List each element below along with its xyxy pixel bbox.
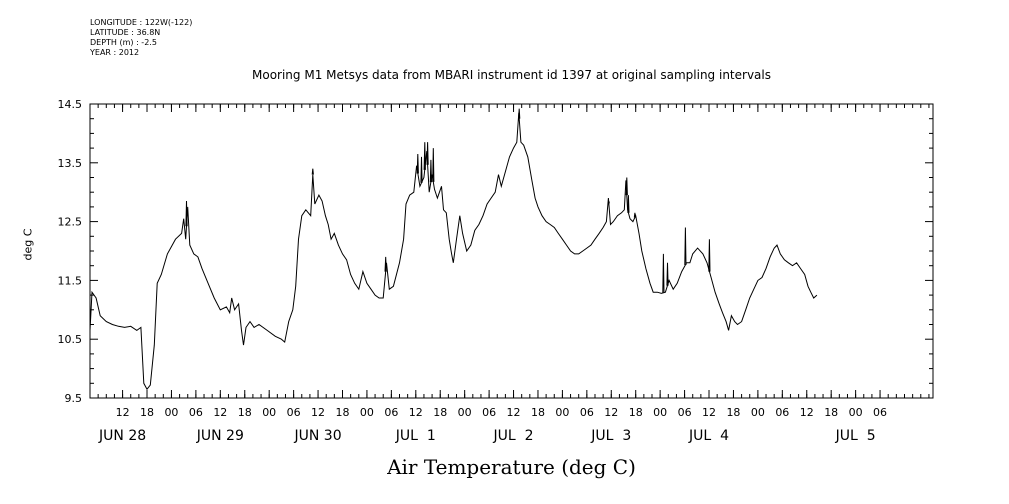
x-tick-label: 06 <box>580 406 594 419</box>
data-spike <box>666 262 669 286</box>
x-day-label: JUL 1 <box>395 428 436 444</box>
x-tick-label: 12 <box>116 406 130 419</box>
data-spike <box>416 153 419 174</box>
y-tick-label: 9.5 <box>65 392 83 405</box>
header-longitude: LONGITUDE : 122W(-122) <box>90 18 193 27</box>
x-tick-label: 00 <box>849 406 863 419</box>
x-tick-label: 06 <box>384 406 398 419</box>
x-tick-label: 06 <box>873 406 887 419</box>
header-latitude: LATITUDE : 36.8N <box>90 28 161 37</box>
data-spike <box>518 108 521 119</box>
x-tick-label: 06 <box>678 406 692 419</box>
data-spike <box>426 142 429 165</box>
data-spike <box>607 200 610 204</box>
header-depth: DEPTH (m) : -2.5 <box>90 38 157 47</box>
air-temperature-line <box>89 112 818 391</box>
x-tick-label: 12 <box>311 406 325 419</box>
x-tick-label: 06 <box>775 406 789 419</box>
x-tick-label: 06 <box>482 406 496 419</box>
y-tick-label: 11.5 <box>58 274 83 287</box>
x-tick-label: 00 <box>164 406 178 419</box>
x-tick-label: 18 <box>824 406 838 419</box>
x-day-label: JUL 5 <box>835 428 876 444</box>
data-spike <box>662 253 665 293</box>
x-tick-label: 12 <box>604 406 618 419</box>
x-tick-label: 00 <box>458 406 472 419</box>
x-tick-label: 12 <box>507 406 521 419</box>
x-tick-label: 18 <box>335 406 349 419</box>
x-tick-label: 18 <box>531 406 545 419</box>
x-tick-label: 06 <box>287 406 301 419</box>
y-tick-label: 10.5 <box>58 333 83 346</box>
data-spike <box>429 159 432 183</box>
x-axis-label: Air Temperature (deg C) <box>387 455 636 479</box>
x-tick-label: 00 <box>653 406 667 419</box>
x-tick-label: 00 <box>262 406 276 419</box>
x-tick-label: 00 <box>360 406 374 419</box>
x-tick-label: 18 <box>433 406 447 419</box>
data-spike <box>625 177 628 196</box>
x-day-label: JUL 4 <box>688 428 729 444</box>
x-tick-label: 18 <box>629 406 643 419</box>
y-tick-label: 14.5 <box>58 98 83 111</box>
x-day-label: JUL 3 <box>590 428 631 444</box>
x-day-label: JUN 29 <box>196 428 244 444</box>
x-tick-label: 18 <box>238 406 252 419</box>
x-day-label: JUN 30 <box>293 428 341 444</box>
x-tick-label: 12 <box>800 406 814 419</box>
x-tick-label: 12 <box>213 406 227 419</box>
data-spike <box>420 156 423 183</box>
data-spike <box>185 200 188 227</box>
data-spike <box>627 195 630 213</box>
data-spike <box>384 256 387 272</box>
data-spike <box>633 212 636 218</box>
y-tick-label: 13.5 <box>58 157 83 170</box>
data-spike <box>311 168 314 175</box>
x-tick-label: 18 <box>726 406 740 419</box>
x-tick-label: 00 <box>751 406 765 419</box>
x-tick-label: 12 <box>702 406 716 419</box>
x-tick-label: 18 <box>140 406 154 419</box>
x-tick-label: 06 <box>189 406 203 419</box>
plot-frame <box>89 103 934 399</box>
data-spike <box>708 239 711 272</box>
y-tick-label: 12.5 <box>58 216 83 229</box>
data-spike <box>432 148 435 182</box>
x-tick-label: 00 <box>555 406 569 419</box>
header-year: YEAR : 2012 <box>90 48 140 57</box>
x-day-label: JUL 2 <box>493 428 534 444</box>
x-tick-label: 12 <box>409 406 423 419</box>
data-spike <box>684 227 687 266</box>
header-block: LONGITUDE : 122W(-122) LATITUDE : 36.8N … <box>90 18 192 58</box>
data-spike <box>423 142 426 170</box>
chart-title: Mooring M1 Metsys data from MBARI instru… <box>252 68 771 82</box>
x-day-label: JUN 28 <box>98 428 146 444</box>
